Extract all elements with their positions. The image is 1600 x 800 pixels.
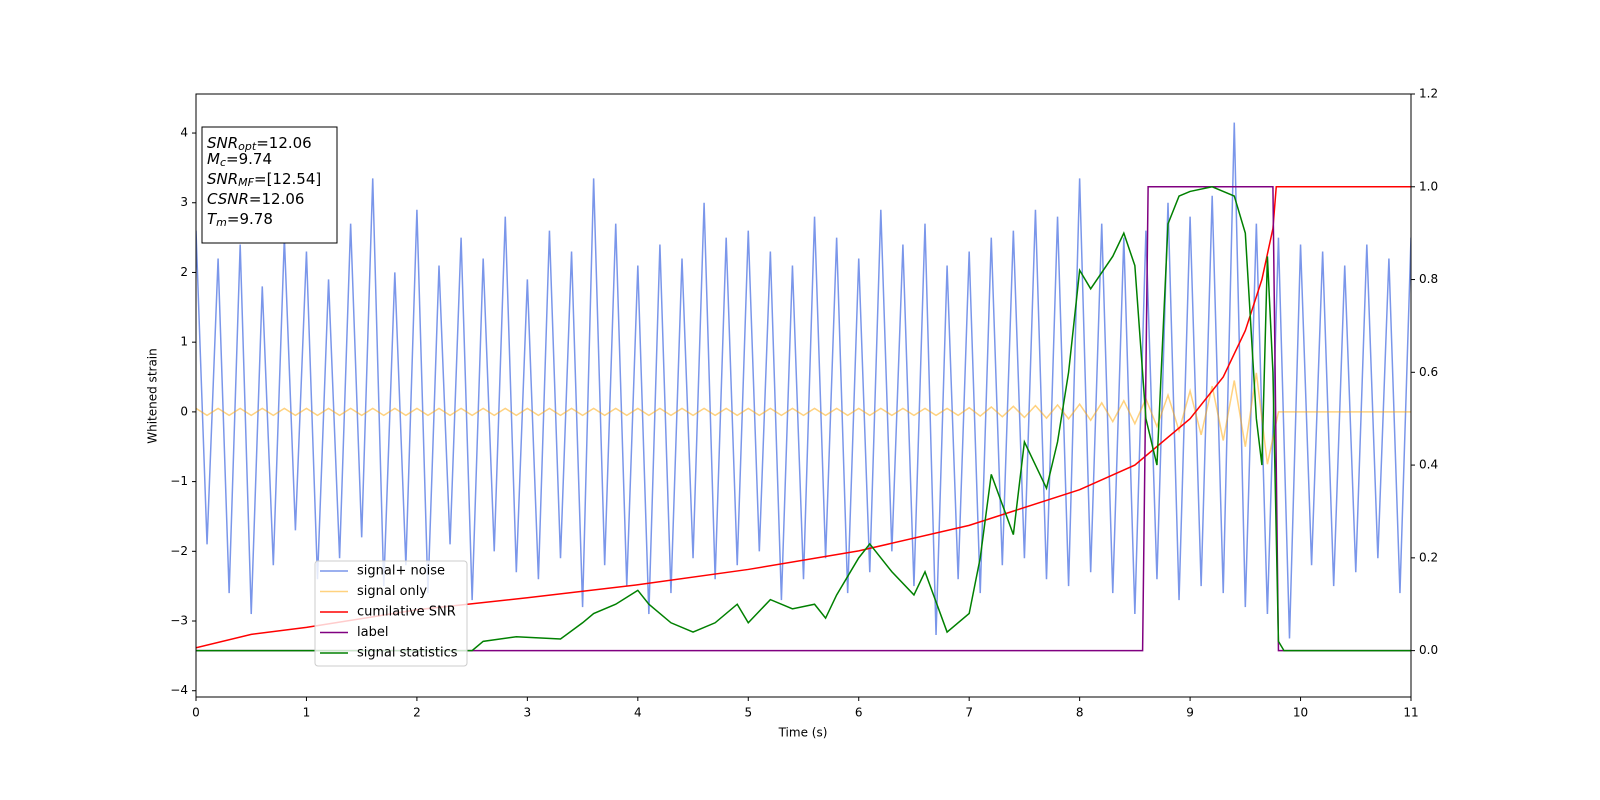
annotation-line: SNRMF=[12.54] — [207, 170, 321, 190]
y-tick-label: 2 — [180, 265, 188, 279]
x-tick-label: 8 — [1076, 706, 1084, 720]
y-tick-label: 3 — [180, 195, 188, 209]
annotation-symbol: SNR — [207, 170, 238, 188]
annotation-subscript: MF — [238, 176, 254, 189]
legend-label: signal statistics — [357, 646, 458, 661]
x-tick-label: 7 — [965, 706, 973, 720]
series-line — [196, 122, 1411, 639]
annotation-subscript: c — [220, 156, 226, 169]
annotation-symbol: SNR — [207, 134, 238, 152]
annotation-value: =9.78 — [227, 210, 273, 228]
annotation-subscript: opt — [238, 140, 257, 153]
annotation-symbol: T — [207, 210, 218, 228]
y-tick-label: 4 — [180, 126, 188, 140]
y2-tick-label: 1.2 — [1419, 87, 1438, 101]
y-axis-label: Whitened strain — [146, 348, 160, 444]
y-tick-label: 0 — [180, 404, 188, 418]
x-tick-label: 5 — [744, 706, 752, 720]
annotation-value: =12.06 — [249, 190, 305, 208]
y-tick-label: −3 — [170, 614, 188, 628]
legend-label: cumilative SNR — [357, 605, 456, 620]
x-tick-label: 11 — [1403, 706, 1418, 720]
y2-tick-label: 0.0 — [1419, 643, 1438, 657]
legend-label: signal+ noise — [357, 564, 445, 579]
y-tick-label: 1 — [180, 335, 188, 349]
y-tick-label: −2 — [170, 544, 188, 558]
series-line — [196, 372, 1411, 465]
annotation-subscript: m — [216, 216, 227, 229]
annotation-line: CSNR=12.06 — [207, 190, 304, 208]
y2-tick-label: 1.0 — [1419, 179, 1438, 193]
annotation-value: =[12.54] — [254, 170, 321, 188]
x-tick-label: 0 — [192, 706, 200, 720]
plot-frame — [195, 93, 1412, 698]
x-tick-label: 9 — [1186, 706, 1194, 720]
x-tick-label: 3 — [524, 706, 532, 720]
x-tick-label: 6 — [855, 706, 863, 720]
y-tick-label: −4 — [170, 683, 188, 697]
x-tick-label: 10 — [1293, 706, 1308, 720]
annotation-value: =9.74 — [226, 150, 272, 168]
annotation-line: Mc=9.74 — [207, 150, 272, 170]
annotation-box — [201, 126, 338, 244]
y2-tick-label: 0.6 — [1419, 365, 1438, 379]
x-tick-label: 4 — [634, 706, 642, 720]
y-tick-label: −1 — [170, 474, 188, 488]
legend-label: label — [357, 625, 388, 640]
y2-tick-label: 0.8 — [1419, 272, 1438, 286]
legend-box — [314, 560, 468, 667]
x-tick-label: 1 — [303, 706, 311, 720]
series-line — [196, 185, 1411, 652]
annotation-value: =12.06 — [256, 134, 312, 152]
annotation-line: SNRopt=12.06 — [207, 134, 312, 154]
y2-tick-label: 0.4 — [1419, 458, 1438, 472]
x-axis-label: Time (s) — [778, 726, 828, 740]
annotation-symbol: CSNR — [207, 190, 249, 208]
annotation-symbol: M — [207, 150, 220, 168]
y2-tick-label: 0.2 — [1419, 550, 1438, 564]
annotation-line: Tm=9.78 — [207, 210, 273, 230]
x-tick-label: 2 — [413, 706, 421, 720]
legend-label: signal only — [357, 584, 427, 599]
